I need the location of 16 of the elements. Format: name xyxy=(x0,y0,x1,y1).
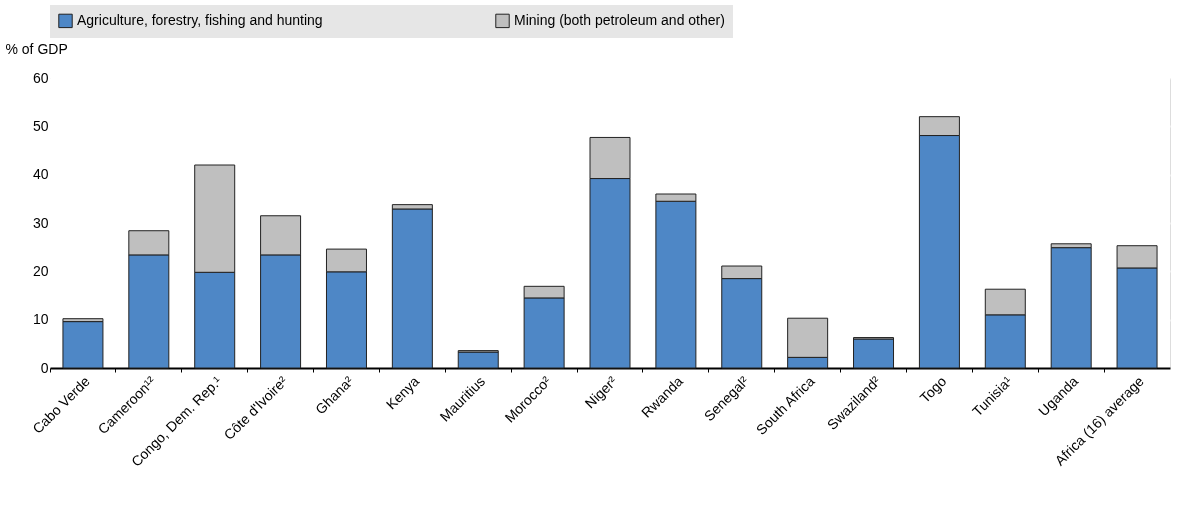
y-tick-label: 30 xyxy=(32,214,49,231)
y-tick-label: 0 xyxy=(40,359,49,376)
y-tick-label: 40 xyxy=(32,166,49,183)
y-tick-label: 20 xyxy=(32,262,49,279)
legend-label: Agriculture, forestry, fishing and hunting xyxy=(77,11,323,28)
y-tick-label: 10 xyxy=(32,311,49,328)
bar xyxy=(391,208,433,369)
bar xyxy=(457,351,499,369)
bar xyxy=(1050,247,1092,369)
y-axis-title: % of GDP xyxy=(5,40,68,57)
bar xyxy=(62,321,104,369)
legend-label: Mining (both petroleum and other) xyxy=(514,11,725,28)
y-tick-label: 50 xyxy=(32,117,49,134)
y-tick-label: 60 xyxy=(32,69,49,86)
bar xyxy=(853,338,895,369)
x-tick-label: Togo xyxy=(916,372,950,406)
